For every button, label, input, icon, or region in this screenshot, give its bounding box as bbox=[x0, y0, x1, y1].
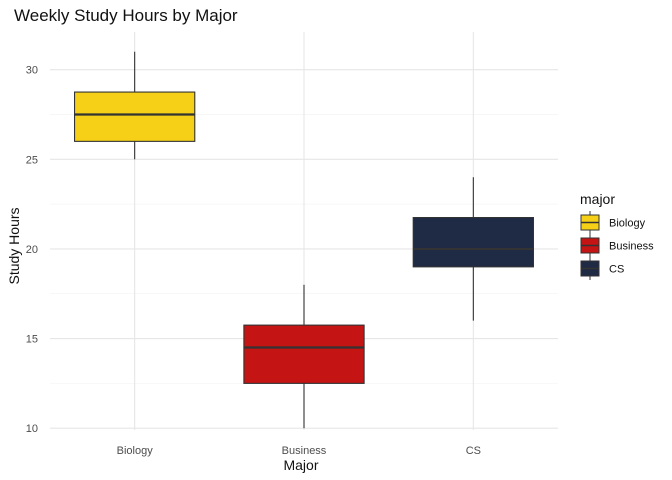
legend-label: Business bbox=[609, 241, 654, 253]
x-axis-title: Major bbox=[283, 457, 318, 473]
box-biology bbox=[74, 51, 196, 160]
legend: major Biology Business CS bbox=[580, 191, 654, 280]
y-tick-label: 15 bbox=[26, 334, 38, 346]
x-tick-label: Biology bbox=[117, 445, 154, 457]
y-tick-label: 20 bbox=[26, 244, 38, 256]
y-tick-label: 30 bbox=[26, 65, 38, 77]
legend-label: CS bbox=[609, 264, 624, 276]
legend-key-biology bbox=[580, 211, 600, 234]
box-rect bbox=[74, 91, 196, 142]
y-tick-label: 25 bbox=[26, 154, 38, 166]
chart-title: Weekly Study Hours by Major bbox=[14, 6, 238, 25]
x-tick-label: Business bbox=[282, 445, 327, 457]
y-ticks: 10 15 20 25 30 bbox=[26, 65, 38, 436]
x-tick-label: CS bbox=[466, 445, 481, 457]
legend-key-business bbox=[580, 234, 600, 257]
box-rect bbox=[412, 217, 534, 268]
box-business bbox=[243, 284, 365, 429]
x-ticks: Biology Business CS bbox=[117, 445, 481, 457]
y-axis-title: Study Hours bbox=[6, 207, 22, 284]
legend-label: Biology bbox=[609, 218, 646, 230]
box-rect bbox=[243, 324, 365, 384]
y-tick-label: 10 bbox=[26, 423, 38, 435]
legend-key-cs bbox=[580, 257, 600, 280]
boxes bbox=[74, 51, 534, 429]
legend-title: major bbox=[580, 191, 615, 207]
box-cs bbox=[412, 177, 534, 321]
